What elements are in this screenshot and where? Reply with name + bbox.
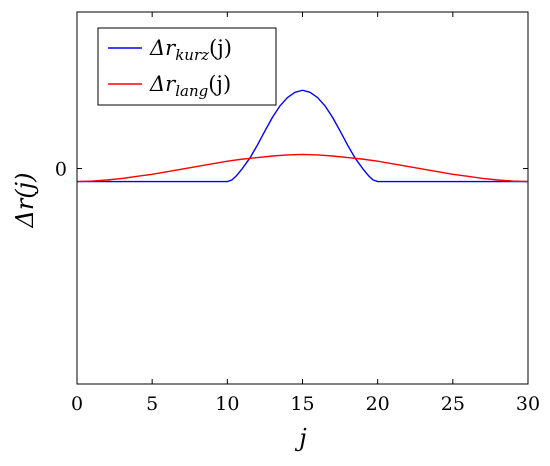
- x-tick-label: 0: [71, 393, 83, 415]
- y-tick-label: 0: [55, 159, 67, 181]
- x-tick-label: 20: [366, 393, 390, 415]
- plot-area: [76, 89, 529, 183]
- legend: Δrkurz(j) Δrlang(j): [97, 27, 277, 106]
- y-axis-label: Δr(j): [11, 173, 39, 229]
- axes: 0 5 10 15 20 25 30 0: [55, 11, 540, 415]
- legend-label-lang: Δrlang(j): [149, 72, 231, 100]
- x-tick-label: 30: [516, 393, 540, 415]
- x-tick-label: 10: [215, 393, 239, 415]
- x-tick-label: 15: [290, 393, 314, 415]
- x-tick-label: 25: [441, 393, 465, 415]
- series-line-lang: [76, 153, 529, 183]
- legend-label-kurz: Δrkurz(j): [149, 36, 232, 64]
- x-axis-label: j: [294, 424, 307, 452]
- series-line-kurz: [77, 89, 528, 183]
- x-tick-label: 5: [146, 393, 158, 415]
- legend-box: [97, 27, 277, 106]
